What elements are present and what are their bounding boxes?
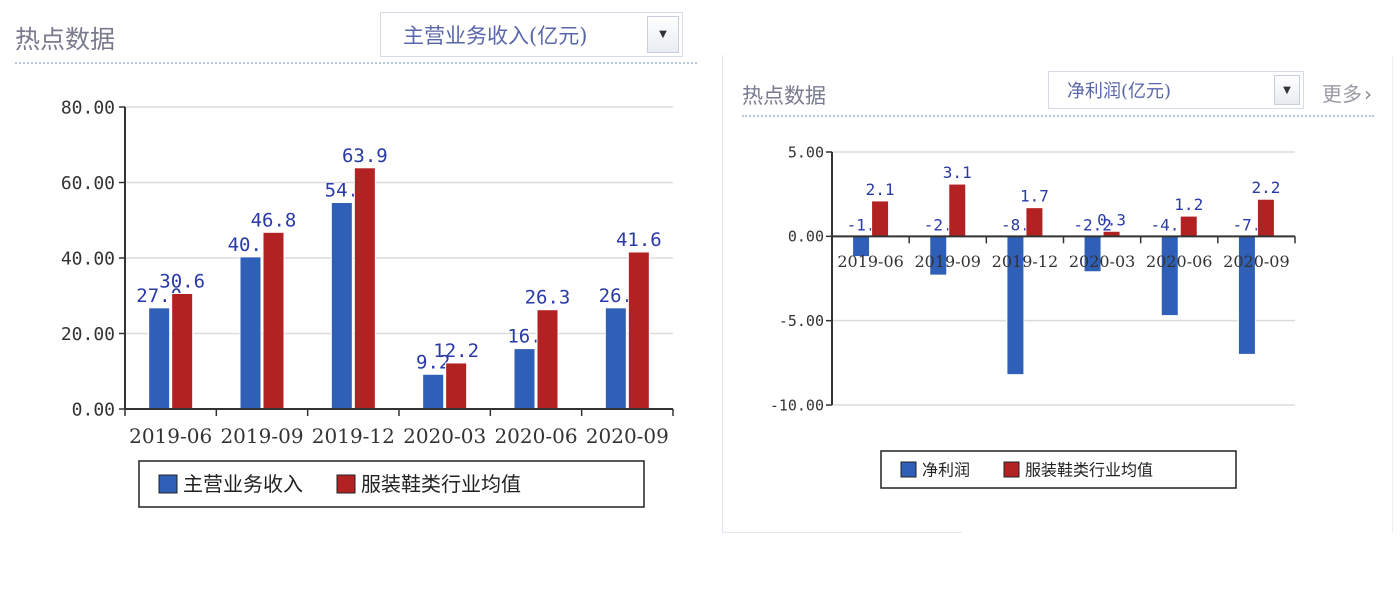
chart0-bar-s1	[148, 307, 171, 410]
left-metric-select[interactable]: 主营业务收入(亿元) ▼	[380, 12, 683, 57]
chart1-legend-swatch	[900, 461, 917, 478]
chart1-category-label: 2020-06	[1146, 252, 1212, 271]
chart0-legend-swatch	[158, 474, 178, 494]
chart1-bar-s1	[1160, 235, 1179, 317]
chart1-data-label: 3.1	[943, 163, 972, 182]
chart0-category-label: 2020-03	[403, 424, 486, 448]
chart1-ytick-label: -10.00	[770, 396, 824, 414]
chart0-data-label: 9.2	[416, 351, 450, 373]
chart1-category-label: 2019-12	[992, 252, 1058, 271]
chart0-data-label: 40.3	[228, 234, 274, 256]
chart0-bar-s1	[604, 307, 627, 410]
left-panel-title: 热点数据	[15, 25, 116, 54]
right-header-divider	[742, 115, 1374, 117]
chart1-data-label: 1.7	[1020, 187, 1049, 206]
chart1-data-label: -2.2	[1073, 215, 1112, 234]
chart0-legend-swatch	[336, 474, 356, 494]
chart0-ytick-label: 0.00	[72, 399, 115, 420]
chart0-data-label: 12.2	[433, 340, 479, 362]
chart1-data-label: 2.1	[866, 180, 895, 199]
chart0-legend-label: 服装鞋类行业均值	[361, 472, 521, 496]
more-link-label: 更多	[1322, 82, 1362, 106]
right-panel-title: 热点数据	[742, 84, 826, 108]
chart1-data-label: 1.2	[1174, 195, 1203, 214]
chart1-bar-s2	[1179, 215, 1198, 237]
chart1-category-label: 2019-09	[915, 252, 981, 271]
chart0-category-label: 2019-09	[220, 424, 303, 448]
more-link[interactable]: 更多 ›	[1322, 78, 1372, 107]
chart1-data-label: -7.	[1232, 215, 1261, 234]
chart1-data-label: -2.	[924, 215, 953, 234]
right-panel-border-right	[1392, 55, 1393, 533]
chart1-data-label: -8.	[1001, 215, 1030, 234]
chart0-category-label: 2019-12	[312, 424, 395, 448]
chart0-category-label: 2020-09	[586, 424, 669, 448]
chart1-legend-box	[880, 450, 1237, 489]
chart0-bar-s2	[262, 231, 285, 410]
chart1-data-label: -4.6	[1150, 215, 1189, 234]
right-metric-select-value: 净利润(亿元)	[1067, 81, 1172, 102]
chart1-ytick-label: 0.00	[788, 228, 824, 246]
chart0-bar-s1	[330, 202, 353, 410]
chart1-category-label: 2019-06	[837, 252, 903, 271]
triangle-down-icon: ▼	[659, 29, 667, 40]
chart0-data-label: 27.0	[136, 285, 182, 307]
left-metric-dropdown-button[interactable]: ▼	[647, 16, 679, 53]
chart1-legend-label: 服装鞋类行业均值	[1025, 460, 1153, 479]
left-metric-select-value: 主营业务收入(亿元)	[403, 23, 588, 48]
chart0-category-label: 2019-06	[129, 424, 212, 448]
chart0-ytick-label: 60.00	[61, 173, 115, 194]
chart0-data-label: 54.	[325, 180, 359, 202]
chart0-bar-s1	[239, 256, 262, 410]
chart1-bar-s2	[948, 183, 967, 237]
chart1-legend-label: 净利润	[922, 460, 970, 479]
chart0-data-label: 30.6	[159, 270, 205, 292]
chart0-data-label: 46.8	[251, 209, 297, 231]
chart1-data-label: -1.	[847, 215, 876, 234]
chart1-legend-swatch	[1003, 461, 1020, 478]
chart0-ytick-label: 20.00	[61, 324, 115, 345]
chart0-data-label: 41.6	[616, 229, 662, 251]
chart0-bar-s1	[422, 373, 445, 410]
chart0-data-label: 26.3	[525, 287, 571, 309]
chart0-bar-s2	[171, 292, 194, 410]
chart0-bar-s2	[536, 309, 559, 410]
chart1-bar-s2	[871, 200, 890, 237]
triangle-down-icon: ▼	[1283, 84, 1291, 96]
chart1-ytick-label: 5.00	[788, 143, 824, 161]
chart1-ytick-label: -5.00	[779, 312, 824, 330]
chart0-data-label: 16.	[507, 326, 541, 348]
chart1-bar-s2	[1256, 198, 1275, 237]
right-panel-border	[722, 55, 723, 533]
chart0-data-label: 26.	[599, 285, 633, 307]
chart0-bar-s2	[445, 362, 468, 410]
right-metric-dropdown-button[interactable]: ▼	[1274, 75, 1300, 105]
chart0-ytick-label: 40.00	[61, 248, 115, 269]
chart0-bar-s1	[513, 348, 536, 410]
chevron-right-icon: ›	[1364, 82, 1372, 106]
right-metric-select[interactable]: 净利润(亿元) ▼	[1048, 71, 1304, 109]
chart0-legend-box	[138, 460, 645, 508]
chart1-category-label: 2020-09	[1223, 252, 1289, 271]
chart0-bar-s2	[627, 251, 650, 410]
chart1-data-label: 0.3	[1097, 210, 1126, 229]
left-header-divider	[15, 62, 697, 64]
chart1-category-label: 2020-03	[1069, 252, 1135, 271]
chart0-ytick-label: 80.00	[61, 97, 115, 118]
right-panel-border-bottom	[722, 532, 962, 533]
chart0-legend-label: 主营业务收入	[183, 472, 303, 496]
chart0-bar-s2	[353, 167, 376, 410]
chart1-bar-s2	[1025, 207, 1044, 237]
chart0-category-label: 2020-06	[494, 424, 577, 448]
chart1-data-label: 2.2	[1251, 178, 1280, 197]
chart0-data-label: 63.9	[342, 145, 388, 167]
